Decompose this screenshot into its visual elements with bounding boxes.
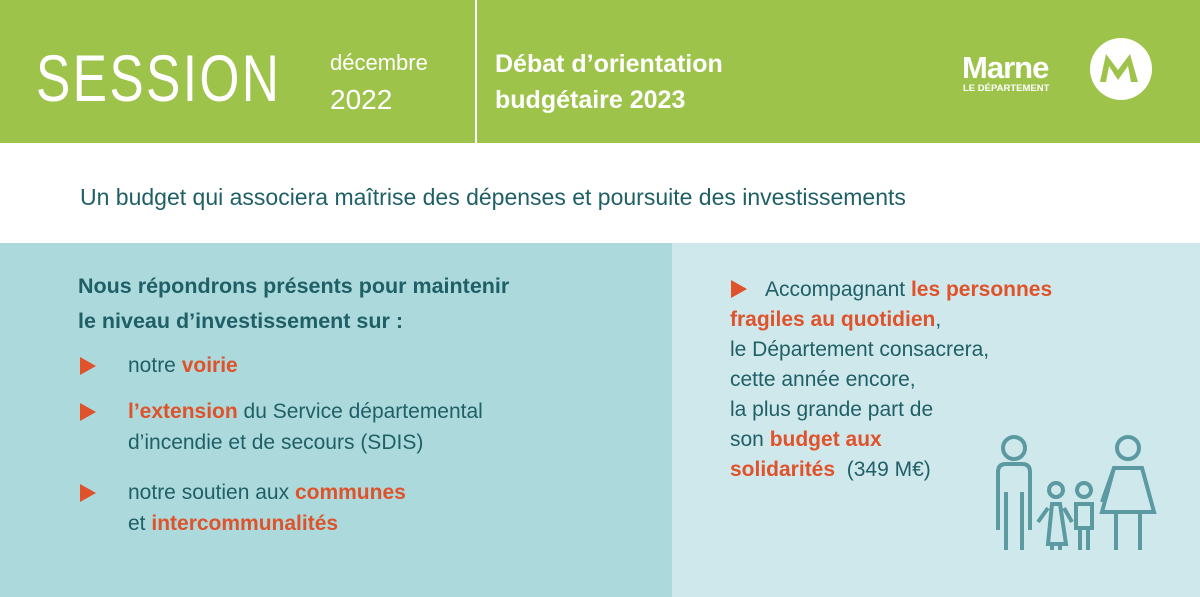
text-run: du Service départemental <box>237 400 483 423</box>
body-line: son budget aux <box>730 428 882 452</box>
logo-emblem <box>1090 38 1152 100</box>
bullet-arrow <box>80 484 96 502</box>
text-run: notre soutien aux <box>128 481 295 504</box>
list-item-line: notre voirie <box>128 354 238 378</box>
subtitle: Un budget qui associera maîtrise des dép… <box>80 184 906 210</box>
session-year: 2022 <box>330 84 393 115</box>
emphasis-text: fragiles au quotidien <box>730 308 936 331</box>
header-band <box>0 0 1200 143</box>
left-panel <box>0 243 672 597</box>
list-item-line: notre soutien aux communes <box>128 481 406 505</box>
emphasis-text: voirie <box>181 354 238 377</box>
logo-sub: LE DÉPARTEMENT <box>963 83 1050 94</box>
right-panel <box>672 243 1200 597</box>
body-line: la plus grande part de <box>730 398 933 422</box>
text-run: d’incendie et de secours (SDIS) <box>128 431 424 454</box>
emphasis-text: l’extension <box>128 400 238 423</box>
text-run: le Département consacrera, <box>730 338 990 361</box>
text-run: (349 M€) <box>835 458 931 481</box>
bullet-arrow <box>80 357 96 375</box>
emphasis-text: solidarités <box>730 458 836 481</box>
bullet-arrow <box>731 280 747 298</box>
emphasis-text: budget aux <box>769 428 882 451</box>
list-item-line: d’incendie et de secours (SDIS) <box>128 431 423 455</box>
text-run: son <box>730 428 770 451</box>
left-heading: le niveau d’investissement sur : <box>78 309 404 333</box>
body-line: solidarités (349 M€) <box>730 458 931 482</box>
header-title: budgétaire 2023 <box>495 86 686 114</box>
body-line: le Département consacrera, <box>730 338 989 362</box>
text-run: notre <box>128 354 182 377</box>
family-icon <box>996 435 1157 550</box>
session-month: décembre <box>330 50 428 75</box>
logo-name: Marne <box>962 50 1049 85</box>
header-title: Débat d’orientation <box>495 50 723 78</box>
session-label: SESSION <box>36 41 282 115</box>
left-heading: Nous répondrons présents pour maintenir <box>78 274 510 298</box>
text-run: Accompagnant <box>765 278 911 301</box>
body-line: cette année encore, <box>730 368 916 392</box>
text-run: la plus grande part de <box>730 398 934 421</box>
emphasis-text: les personnes <box>910 278 1053 301</box>
body-line: fragiles au quotidien, <box>730 308 941 332</box>
body-line: Accompagnant les personnes <box>765 278 1052 302</box>
text-run: , <box>935 308 942 331</box>
text-run: cette année encore, <box>730 368 916 391</box>
text-run: et <box>128 512 152 535</box>
list-item-line: l’extension du Service départemental <box>128 400 483 424</box>
list-item-line: et intercommunalités <box>128 512 338 536</box>
emphasis-text: communes <box>294 481 406 504</box>
emphasis-text: intercommunalités <box>151 512 339 535</box>
bullet-arrow <box>80 403 96 421</box>
header-divider <box>475 0 477 143</box>
